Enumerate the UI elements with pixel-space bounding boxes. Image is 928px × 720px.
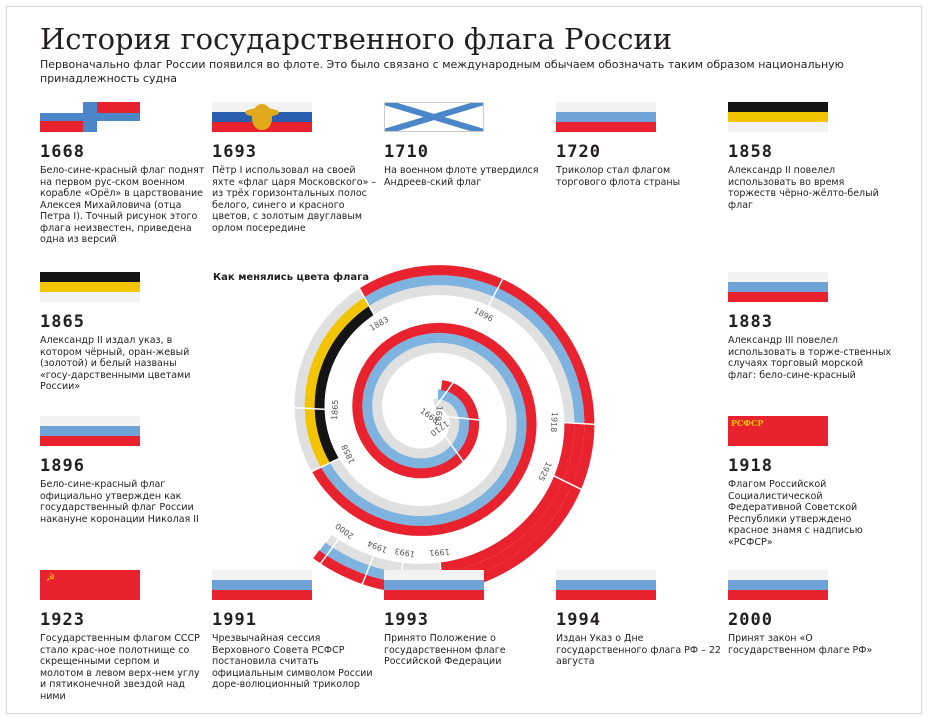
item-description: Флагом Российской Социалистической Федер… <box>728 479 863 548</box>
history-item-2000: 2000 Принят закон «О государственном фла… <box>728 570 893 656</box>
spiral-title: Как менялись цвета флага <box>213 272 370 283</box>
spiral-band-imperial <box>294 288 365 472</box>
item-description: Принято Положение о государственном флаг… <box>384 633 506 667</box>
item-description: Издан Указ о Дне государственного флага … <box>556 633 721 667</box>
year-label: 1710 <box>384 142 429 162</box>
year-label: 1994 <box>556 610 601 630</box>
spiral-year-label: 2000 <box>334 521 356 540</box>
spiral-year-tick <box>293 406 326 411</box>
history-item-1858: 1858 Александр II повелел использовать в… <box>728 102 893 211</box>
spiral-year-tick <box>358 287 376 316</box>
item-description: Александр II издал указ, в котором чёрны… <box>40 335 191 392</box>
tricolor-icon <box>212 570 312 600</box>
item-description: На военном флоте утвердился Андреев-ский… <box>384 165 539 188</box>
history-item-1923: ☭ 1923 Государственным флагом СССР стало… <box>40 570 205 702</box>
eagle-tricolor-icon <box>212 102 312 132</box>
item-description: Чрезвычайная сессия Верховного Совета РС… <box>212 633 373 690</box>
spiral-year-tick <box>319 538 340 565</box>
year-label: 1858 <box>728 142 773 162</box>
tricolor-icon <box>40 416 140 446</box>
spiral-band <box>321 332 527 526</box>
history-item-1993: 1993 Принято Положение о государственном… <box>384 570 549 668</box>
spiral-year-label: 1883 <box>368 315 390 333</box>
year-label: 1720 <box>556 142 601 162</box>
spiral-band-imperial <box>304 297 370 468</box>
tricolor-icon <box>556 102 656 132</box>
year-label: 1993 <box>384 610 429 630</box>
page-frame <box>6 6 922 714</box>
spiral-year-tick <box>434 381 455 409</box>
item-description: Триколор стал флагом торгового флота стр… <box>556 165 681 188</box>
history-item-1883: 1883 Александр III повелел использовать … <box>728 272 893 381</box>
history-item-1720: 1720 Триколор стал флагом торгового флот… <box>556 102 721 188</box>
ussr-flag-icon: ☭ <box>40 570 140 600</box>
tricolor-icon <box>384 570 484 600</box>
history-item-1693: 1693 Пётр I использовал на своей яхте «ф… <box>212 102 377 234</box>
spiral-year-tick <box>552 474 583 491</box>
spiral-year-label: 1858 <box>340 443 357 465</box>
year-label: 1896 <box>40 456 85 476</box>
spiral-band-soviet <box>440 423 585 583</box>
year-label: 1991 <box>212 610 257 630</box>
spiral-year-label: 1925 <box>536 460 553 482</box>
item-description: Пётр I использовал на своей яхте «флаг ц… <box>212 165 377 234</box>
spiral-band-soviet <box>439 422 575 573</box>
andreevsky-flag-icon <box>384 102 484 132</box>
history-item-1918: РСФСР 1918 Флагом Российской Социалистич… <box>728 416 893 548</box>
item-description: Государственным флагом СССР стало крас-н… <box>40 633 200 702</box>
tricolor-icon <box>728 570 828 600</box>
tricolor-icon <box>556 570 656 600</box>
year-label: 1923 <box>40 610 85 630</box>
spiral-year-label: 1991 <box>429 547 450 557</box>
spiral-band <box>330 342 517 516</box>
history-item-1865: 1865 Александр II издал указ, в котором … <box>40 272 205 393</box>
spiral-year-tick <box>563 421 596 426</box>
history-item-1668: 1668 Бело-сине-красный флаг поднят на пе… <box>40 102 205 246</box>
imperial-flag-icon <box>40 272 140 302</box>
cross-flag-icon <box>40 102 140 132</box>
year-label: 1883 <box>728 312 773 332</box>
spiral-year-tick <box>444 435 465 463</box>
item-description: Бело-сине-красный флаг поднят на первом … <box>40 165 205 245</box>
item-description: Бело-сине-красный флаг официально утверж… <box>40 479 199 525</box>
rsfsr-flag-icon: РСФСР <box>728 416 828 446</box>
spiral-band-imperial <box>314 306 375 464</box>
spiral-band <box>312 322 537 536</box>
spiral-band <box>359 265 595 424</box>
spiral-year-tick <box>447 416 480 421</box>
year-label: 1918 <box>728 456 773 476</box>
spiral-year-label: 1865 <box>330 399 340 420</box>
history-item-1994: 1994 Издан Указ о Дне государственного ф… <box>556 570 721 668</box>
year-label: 1693 <box>212 142 257 162</box>
spiral-band <box>368 285 575 424</box>
history-item-1710: 1710 На военном флоте утвердился Андреев… <box>384 102 549 188</box>
year-label: 1668 <box>40 142 85 162</box>
history-item-1991: 1991 Чрезвычайная сессия Верховного Сове… <box>212 570 377 691</box>
tricolor-icon <box>728 272 828 302</box>
spiral-year-label: 1896 <box>472 306 494 324</box>
year-label: 2000 <box>728 610 773 630</box>
spiral-band <box>363 275 585 424</box>
spiral-year-tick <box>487 277 504 307</box>
item-description: Принят закон «О государственном флаге РФ… <box>728 633 873 656</box>
spiral-year-tick <box>361 554 375 586</box>
year-label: 1865 <box>40 312 85 332</box>
spiral-year-tick <box>310 457 341 473</box>
page-subtitle: Первоначально флаг России появился во фл… <box>40 58 844 85</box>
item-description: Александр III повелел использовать в тор… <box>728 335 892 381</box>
imperial-flag-icon <box>728 102 828 132</box>
spiral-band <box>325 534 442 574</box>
page-title: История государственного флага России <box>40 22 673 56</box>
spiral-year-label: 1693 <box>433 405 444 426</box>
item-description: Александр II повелел использовать во вре… <box>728 165 879 211</box>
spiral-year-label: 1994 <box>366 538 388 554</box>
history-item-1896: 1896 Бело-сине-красный флаг официально у… <box>40 416 205 525</box>
spiral-year-label: 1993 <box>394 546 416 559</box>
spiral-year-label: 1918 <box>549 412 559 433</box>
rsfsr-flag-text: РСФСР <box>731 418 764 428</box>
